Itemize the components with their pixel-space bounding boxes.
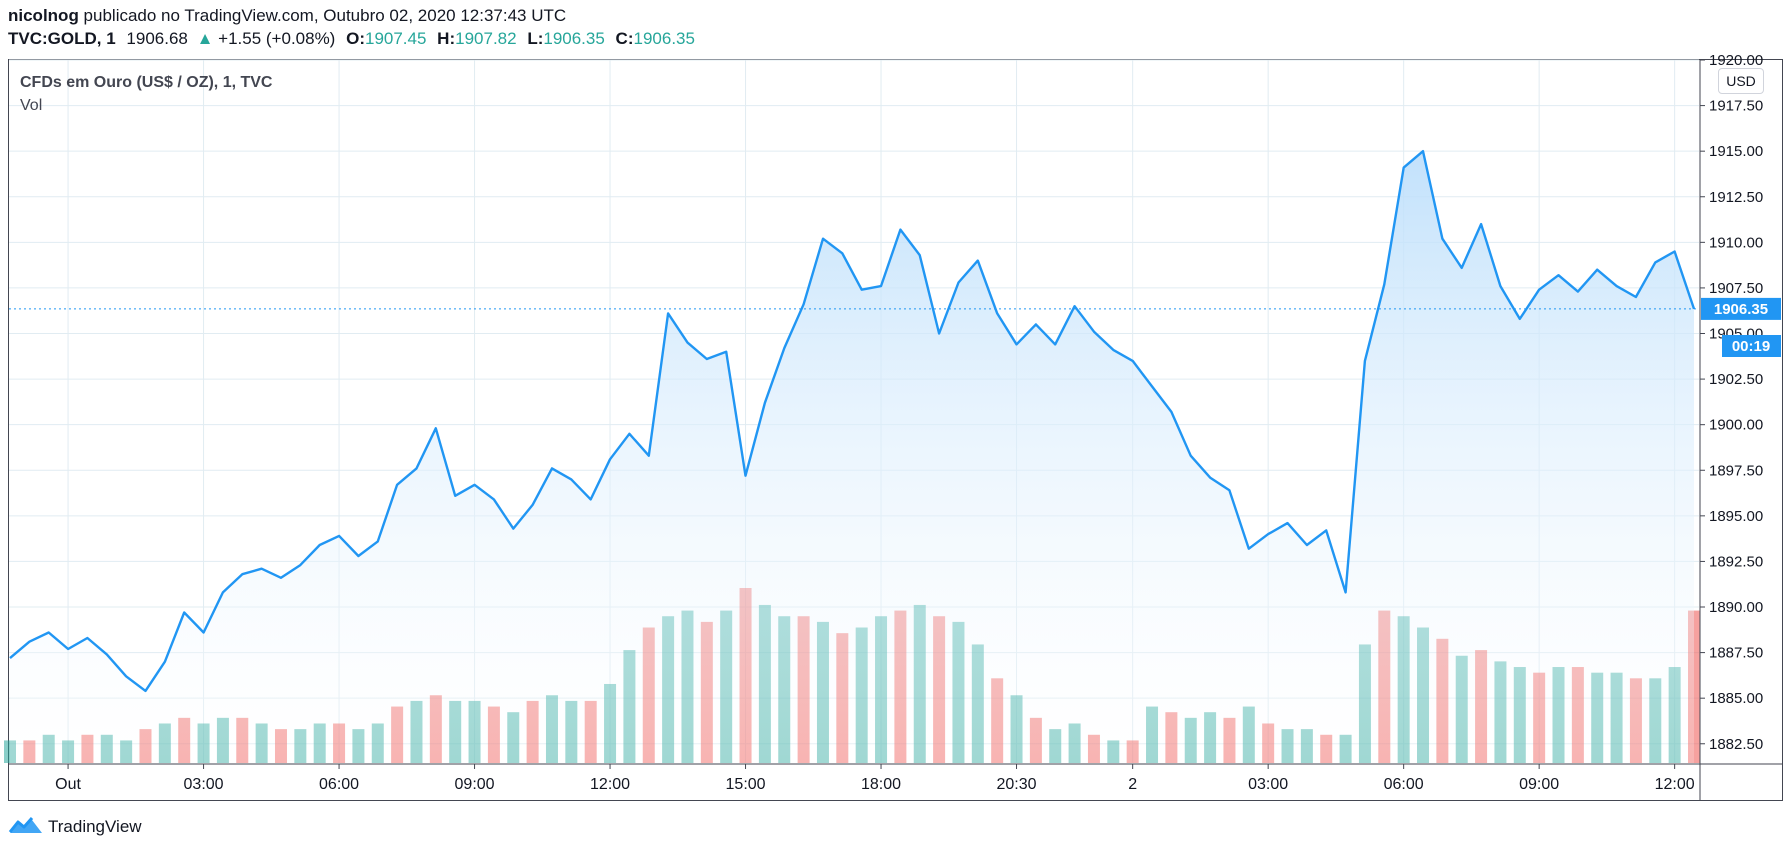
y-tick-label: 1902.50 [1709,371,1763,388]
x-tick-label: 09:00 [455,776,495,793]
price-area [10,151,1694,763]
last-price: 1906.68 [126,29,188,48]
publish-info: nicolnog publicado no TradingView.com, O… [8,6,566,26]
low-label: L: [527,29,544,48]
x-tick-label: 12:00 [590,776,630,793]
countdown-label-text: 00:19 [1732,338,1770,355]
x-tick-label: 18:00 [861,776,901,793]
tradingview-logo-icon [8,814,44,841]
y-tick-label: 1900.00 [1709,417,1763,434]
change-value: +1.55 (+0.08%) [218,29,336,48]
y-tick-label: 1895.00 [1709,508,1763,525]
time-scale-ticks: Out 03:00 06:00 09:00 12:00 15:00 18:00 20:30 2 0… [55,764,1695,793]
y-tick-label: 1912.50 [1709,189,1763,206]
y-tick-label: 1907.50 [1709,280,1763,297]
last-price-label-text: 1906.35 [1714,301,1768,318]
x-tick-label: 06:00 [1384,776,1424,793]
y-tick-label: 1917.50 [1709,98,1763,115]
low-value: 1906.35 [543,29,605,48]
open-label: O: [346,29,365,48]
brand-name: TradingView [48,817,142,836]
chart-legend-title[interactable]: CFDs em Ouro (US$ / OZ), 1, TVC [20,74,273,91]
x-tick-label: 12:00 [1655,776,1695,793]
open-value: 1907.45 [364,29,427,48]
ohlc-bar: TVC:GOLD, 1 1906.68 ▲ +1.55 (+0.08%) O:1… [8,29,695,49]
y-tick-label: 1897.50 [1709,462,1763,479]
close-value: 1906.35 [633,29,695,48]
y-tick-label: 1915.00 [1709,143,1763,160]
author-name[interactable]: nicolnog [8,6,79,25]
footer-brand[interactable]: TradingView [8,814,142,840]
symbol-label: TVC:GOLD, 1 [8,29,116,48]
y-tick-label: 1885.00 [1709,690,1763,707]
x-tick-label: 03:00 [184,776,224,793]
currency-button[interactable]: USD [1718,68,1764,94]
countdown-label: 00:19 [1722,335,1781,357]
last-price-label: 1906.35 [1701,297,1781,320]
price-line [9,150,1696,693]
x-tick-label: 06:00 [319,776,359,793]
close-label: C: [615,29,634,48]
y-tick-label: 1882.50 [1709,736,1763,753]
y-tick-label: 1890.00 [1709,599,1763,616]
x-tick-label: 15:00 [726,776,766,793]
x-tick-label: 03:00 [1248,776,1288,793]
x-tick-label: Out [55,776,81,793]
published-text: publicado no TradingView.com, Outubro 02… [78,6,567,25]
y-tick-label: 1887.50 [1709,645,1763,662]
high-label: H: [437,29,456,48]
y-tick-label: 1920.00 [1709,52,1763,69]
y-tick-label: 1910.00 [1709,234,1763,251]
volume-legend[interactable]: Vol [20,97,43,114]
x-tick-label: 09:00 [1519,776,1559,793]
price-scale-ticks: 1882.50 1885.00 1887.50 1890.00 1892.50 1895.… [1700,52,1763,753]
y-tick-label: 1892.50 [1709,553,1763,570]
change-arrow-icon: ▲ [196,29,214,48]
x-tick-label: 2 [1128,776,1137,793]
x-tick-label: 20:30 [997,776,1037,793]
high-value: 1907.82 [455,29,517,48]
